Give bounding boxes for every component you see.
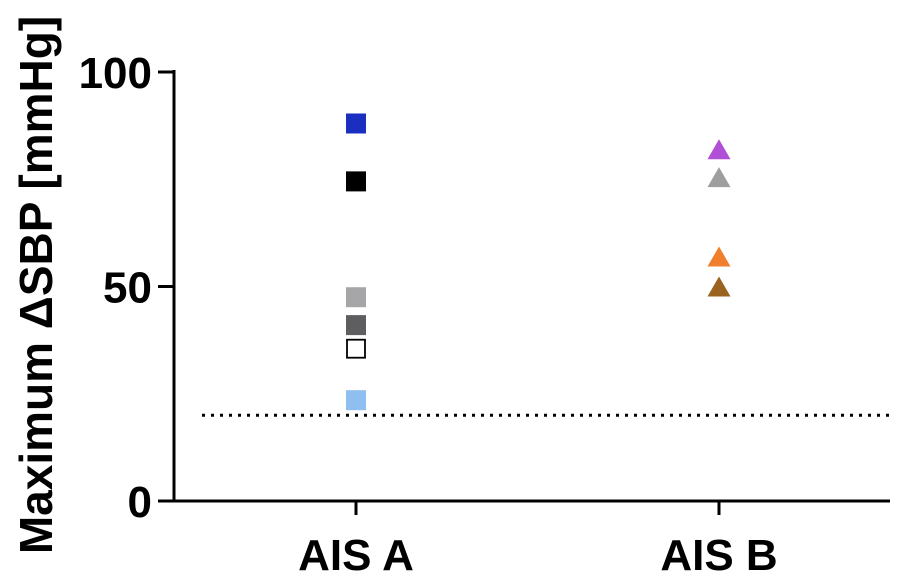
axes: [172, 70, 890, 503]
data-point-square: [346, 338, 366, 359]
data-point-square: [346, 315, 366, 336]
ticks: 0 50 100 AIS A AIS B: [79, 49, 778, 575]
data-point-triangle: [707, 167, 731, 188]
y-tick-label: 0: [128, 478, 152, 527]
data-point-triangle: [707, 246, 731, 267]
x-tick-label: AIS B: [660, 531, 777, 575]
y-tick-label: 50: [103, 264, 152, 313]
data-points: [346, 113, 731, 411]
data-point-square: [346, 287, 366, 308]
data-point-triangle: [707, 276, 731, 297]
data-point-square: [346, 390, 366, 411]
data-point-square: [346, 171, 366, 192]
y-axis-label: Maximum ΔSBP [mmHg]: [10, 16, 62, 554]
x-tick-label: AIS A: [298, 531, 414, 575]
data-point-triangle: [707, 139, 731, 160]
y-tick-label: 100: [79, 49, 152, 98]
data-point-square: [346, 113, 366, 134]
